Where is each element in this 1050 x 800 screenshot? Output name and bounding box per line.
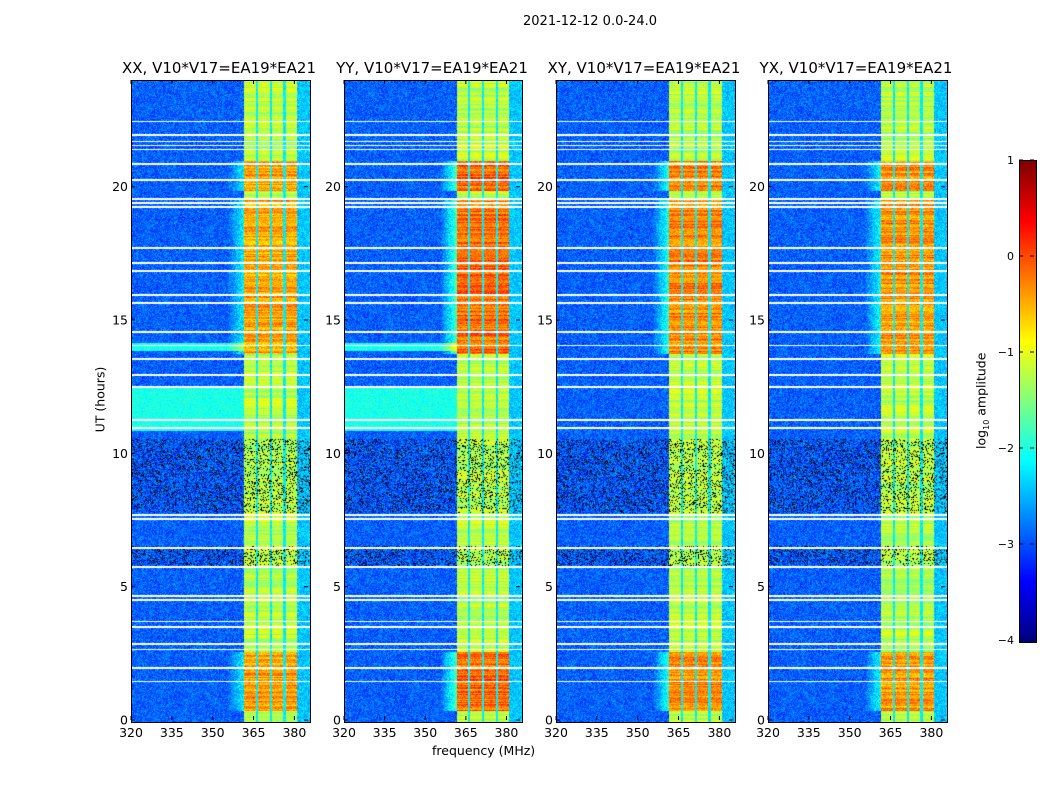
colorbar-label: log10 amplitude: [973, 352, 991, 449]
y-tick-label: 20: [325, 179, 341, 194]
colorbar-tick-label: −2: [998, 442, 1014, 455]
heatmap-yy: [344, 80, 523, 723]
y-tick-label: 20: [537, 179, 553, 194]
y-tick-label: 5: [545, 579, 553, 594]
y-tick-label: 15: [112, 313, 128, 328]
y-tick-label: 15: [325, 313, 341, 328]
x-tick-label: 350: [413, 725, 437, 740]
colorbar-tick-label: −1: [998, 346, 1014, 359]
heatmap-xy: [556, 80, 736, 723]
heatmap-yx: [768, 80, 948, 723]
colorbar: [1019, 160, 1037, 643]
colorbar-tick-label: −3: [998, 538, 1014, 551]
x-tick-label: 365: [879, 725, 903, 740]
x-tick-label: 350: [838, 725, 862, 740]
y-tick-label: 0: [120, 713, 128, 728]
y-tick-label: 15: [749, 313, 765, 328]
y-tick-label: 10: [325, 446, 341, 461]
colorbar-tick-label: 1: [1007, 154, 1014, 167]
panel-title-xy: XY, V10*V17=EA19*EA21: [547, 59, 741, 77]
x-axis-label: frequency (MHz): [432, 743, 536, 758]
x-tick-label: 335: [373, 725, 397, 740]
panel-title-yy: YY, V10*V17=EA19*EA21: [336, 59, 528, 77]
x-tick-label: 365: [454, 725, 478, 740]
x-tick-label: 380: [919, 725, 943, 740]
y-tick-label: 0: [333, 713, 341, 728]
x-tick-label: 335: [585, 725, 609, 740]
x-tick-label: 320: [756, 725, 780, 740]
y-tick-label: 10: [537, 446, 553, 461]
x-tick-label: 335: [160, 725, 184, 740]
colorbar-tick-label: 0: [1007, 250, 1014, 263]
y-tick-label: 5: [757, 579, 765, 594]
y-tick-label: 10: [112, 446, 128, 461]
heatmap-xx: [131, 80, 311, 723]
x-tick-label: 380: [282, 725, 306, 740]
y-tick-label: 20: [749, 179, 765, 194]
panel-title-xx: XX, V10*V17=EA19*EA21: [121, 59, 316, 77]
x-tick-label: 320: [544, 725, 568, 740]
x-tick-label: 380: [707, 725, 731, 740]
x-tick-label: 320: [119, 725, 143, 740]
y-tick-label: 0: [757, 713, 765, 728]
x-tick-label: 350: [626, 725, 650, 740]
x-tick-label: 365: [667, 725, 691, 740]
x-tick-label: 350: [201, 725, 225, 740]
y-axis-label: UT (hours): [92, 366, 108, 433]
y-tick-label: 10: [749, 446, 765, 461]
figure-title: 2021-12-12 0.0-24.0: [523, 14, 657, 29]
colorbar-tick-label: −4: [998, 634, 1014, 647]
x-tick-label: 365: [242, 725, 266, 740]
y-tick-label: 5: [120, 579, 128, 594]
y-tick-label: 20: [112, 179, 128, 194]
y-tick-label: 0: [545, 713, 553, 728]
x-tick-label: 335: [797, 725, 821, 740]
y-tick-label: 5: [333, 579, 341, 594]
x-tick-label: 320: [332, 725, 356, 740]
x-tick-label: 380: [495, 725, 519, 740]
y-tick-label: 15: [537, 313, 553, 328]
panel-title-yx: YX, V10*V17=EA19*EA21: [759, 59, 953, 77]
